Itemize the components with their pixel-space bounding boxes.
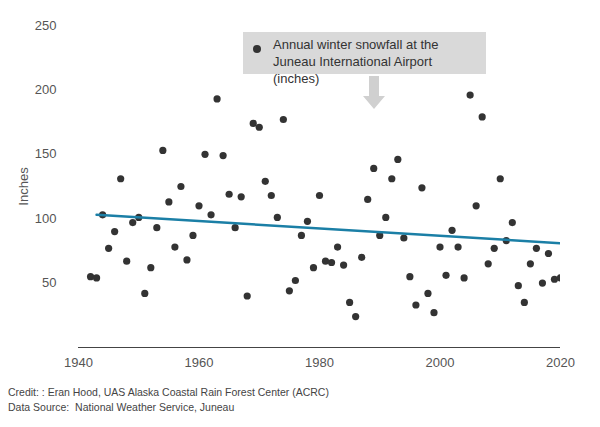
svg-text:Inches: Inches bbox=[16, 167, 31, 206]
html-text:Annual winter snowfall at the: Annual winter snowfall at the Juneau Int… bbox=[273, 37, 439, 86]
html-text:Data Source: National Weather: Data Source: National Weather Service, J… bbox=[8, 401, 235, 413]
html-text:Credit: : Eran Hood, UAS Alask: Credit: : Eran Hood, UAS Alaska Coastal … bbox=[8, 386, 329, 398]
svg-text:1960: 1960 bbox=[185, 355, 214, 370]
svg-text:1940: 1940 bbox=[64, 355, 93, 370]
svg-text:50: 50 bbox=[42, 275, 56, 290]
svg-text:150: 150 bbox=[35, 146, 57, 161]
svg-text:1980: 1980 bbox=[305, 355, 334, 370]
svg-text:200: 200 bbox=[35, 82, 57, 97]
svg-text:2020: 2020 bbox=[546, 355, 575, 370]
svg-text:100: 100 bbox=[35, 211, 57, 226]
svg-text:2000: 2000 bbox=[426, 355, 455, 370]
svg-text:250: 250 bbox=[35, 18, 57, 33]
